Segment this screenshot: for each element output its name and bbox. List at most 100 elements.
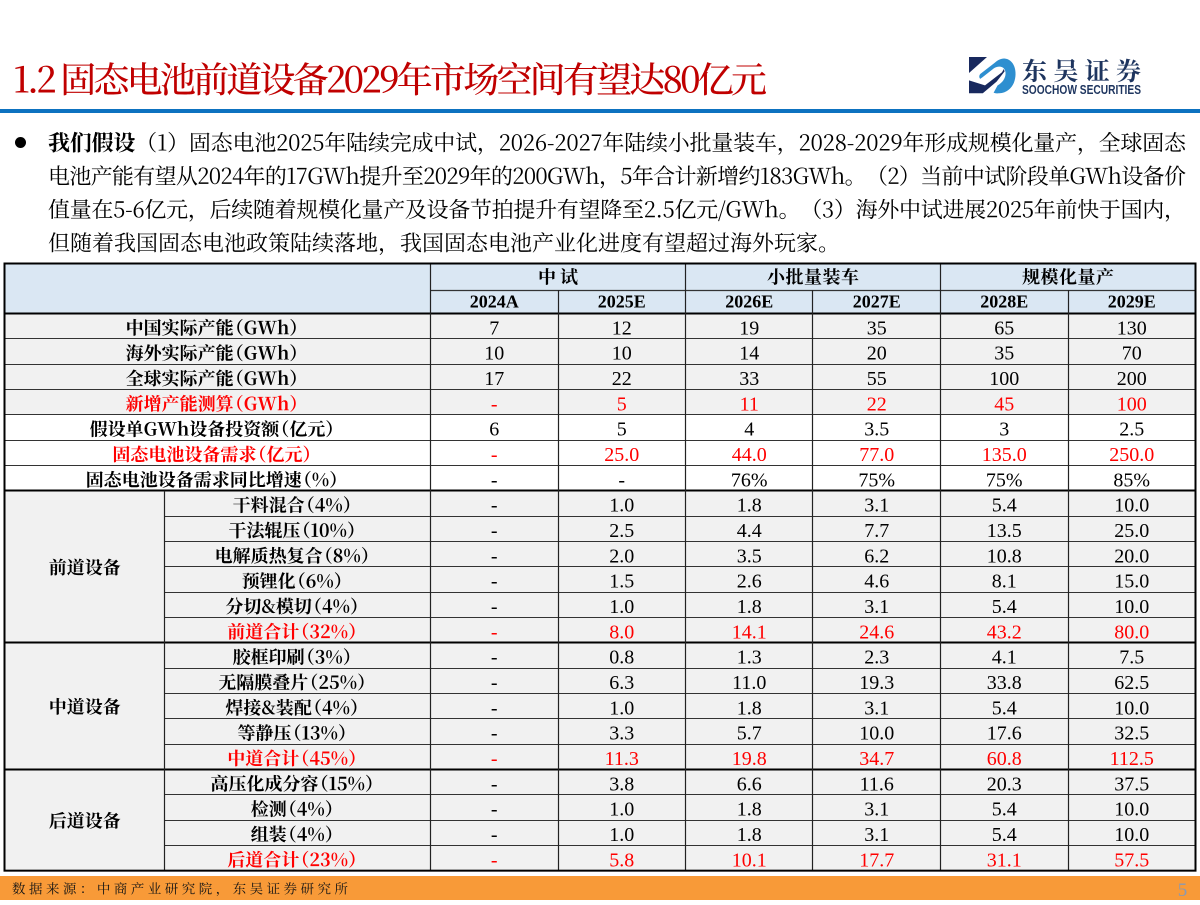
svg-text:5.4: 5.4 (992, 697, 1017, 719)
svg-text:2024A: 2024A (470, 292, 519, 312)
svg-text:3.1: 3.1 (864, 495, 889, 517)
svg-text:11.0: 11.0 (732, 672, 766, 694)
svg-text:1.0: 1.0 (609, 824, 634, 846)
svg-text:-: - (491, 773, 498, 795)
svg-text:24.6: 24.6 (859, 621, 894, 643)
svg-text:1.0: 1.0 (609, 495, 634, 517)
svg-text:10.0: 10.0 (1114, 697, 1149, 719)
svg-text:57.5: 57.5 (1114, 849, 1149, 871)
svg-text:44.0: 44.0 (732, 444, 767, 466)
svg-text:45: 45 (994, 393, 1014, 415)
svg-text:2.5: 2.5 (609, 520, 634, 542)
svg-text:32.5: 32.5 (1114, 723, 1149, 745)
svg-text:14.1: 14.1 (732, 621, 767, 643)
svg-text:-: - (491, 545, 498, 567)
svg-text:3.5: 3.5 (864, 419, 889, 441)
svg-text:5.4: 5.4 (992, 799, 1017, 821)
svg-text:10.0: 10.0 (1114, 824, 1149, 846)
svg-text:6.2: 6.2 (864, 545, 889, 567)
svg-text:2027E: 2027E (853, 292, 901, 312)
svg-text:15.0: 15.0 (1114, 571, 1149, 593)
svg-text:3.5: 3.5 (737, 545, 762, 567)
svg-text:1.8: 1.8 (737, 495, 762, 517)
svg-text:11: 11 (740, 393, 759, 415)
svg-text:11.3: 11.3 (605, 748, 639, 770)
svg-text:7.5: 7.5 (1119, 647, 1144, 669)
svg-text:7: 7 (489, 317, 499, 339)
svg-text:5.4: 5.4 (992, 495, 1017, 517)
svg-text:14: 14 (739, 343, 759, 365)
svg-text:80.0: 80.0 (1114, 621, 1149, 643)
svg-text:8.1: 8.1 (992, 571, 1017, 593)
svg-text:55: 55 (867, 368, 887, 390)
svg-text:3.3: 3.3 (609, 723, 634, 745)
svg-text:-: - (491, 723, 498, 745)
svg-text:43.2: 43.2 (987, 621, 1022, 643)
svg-text:70: 70 (1122, 343, 1142, 365)
svg-text:33.8: 33.8 (987, 672, 1022, 694)
svg-text:-: - (491, 697, 498, 719)
svg-text:135.0: 135.0 (982, 444, 1027, 466)
svg-text:3.1: 3.1 (864, 697, 889, 719)
svg-text:13.5: 13.5 (987, 520, 1022, 542)
svg-text:20.3: 20.3 (987, 773, 1022, 795)
svg-text:6.6: 6.6 (737, 773, 762, 795)
svg-text:2.3: 2.3 (864, 647, 889, 669)
svg-text:-: - (491, 824, 498, 846)
svg-text:-: - (491, 748, 498, 770)
svg-text:12: 12 (612, 317, 632, 339)
svg-text:75%: 75% (986, 469, 1023, 491)
svg-text:1.8: 1.8 (737, 799, 762, 821)
svg-text:5.4: 5.4 (992, 824, 1017, 846)
svg-text:33: 33 (739, 368, 759, 390)
svg-text:10.0: 10.0 (859, 723, 894, 745)
svg-text:10.8: 10.8 (987, 545, 1022, 567)
svg-text:77.0: 77.0 (859, 444, 894, 466)
svg-text:5: 5 (1178, 880, 1188, 900)
svg-text:22: 22 (867, 393, 887, 415)
svg-text:34.7: 34.7 (859, 748, 894, 770)
svg-text:130: 130 (1117, 317, 1147, 339)
svg-text:5.7: 5.7 (737, 723, 762, 745)
svg-text:3.1: 3.1 (864, 799, 889, 821)
svg-text:19: 19 (739, 317, 759, 339)
svg-text:6.3: 6.3 (609, 672, 634, 694)
svg-text:-: - (491, 596, 498, 618)
svg-text:-: - (491, 393, 498, 415)
svg-text:31.1: 31.1 (987, 849, 1022, 871)
svg-text:3.8: 3.8 (609, 773, 634, 795)
svg-text:-: - (618, 469, 625, 491)
svg-text:-: - (491, 495, 498, 517)
svg-text:-: - (491, 672, 498, 694)
svg-text:1.0: 1.0 (609, 596, 634, 618)
svg-text:10.0: 10.0 (1114, 799, 1149, 821)
svg-text:1.8: 1.8 (737, 697, 762, 719)
svg-text:5: 5 (617, 419, 627, 441)
svg-text:1.3: 1.3 (737, 647, 762, 669)
svg-text:10.0: 10.0 (1114, 596, 1149, 618)
svg-text:5.8: 5.8 (609, 849, 634, 871)
svg-text:112.5: 112.5 (1110, 748, 1154, 770)
svg-text:2025E: 2025E (598, 292, 646, 312)
svg-text:2.6: 2.6 (737, 571, 762, 593)
svg-text:0.8: 0.8 (609, 647, 634, 669)
svg-text:200: 200 (1117, 368, 1147, 390)
svg-text:4: 4 (744, 419, 754, 441)
svg-text:-: - (491, 444, 498, 466)
svg-text:-: - (491, 849, 498, 871)
svg-text:10: 10 (484, 343, 504, 365)
svg-text:1.0: 1.0 (609, 697, 634, 719)
svg-text:11.6: 11.6 (860, 773, 894, 795)
svg-text:60.8: 60.8 (987, 748, 1022, 770)
svg-text:5.4: 5.4 (992, 596, 1017, 618)
svg-text:3.1: 3.1 (864, 596, 889, 618)
svg-text:17.6: 17.6 (987, 723, 1022, 745)
svg-text:2028E: 2028E (980, 292, 1028, 312)
svg-text:2026E: 2026E (725, 292, 773, 312)
svg-text:100: 100 (1117, 393, 1147, 415)
svg-text:4.1: 4.1 (992, 647, 1017, 669)
svg-text:20.0: 20.0 (1114, 545, 1149, 567)
svg-text:19.8: 19.8 (732, 748, 767, 770)
svg-text:-: - (491, 520, 498, 542)
svg-text:17: 17 (484, 368, 504, 390)
